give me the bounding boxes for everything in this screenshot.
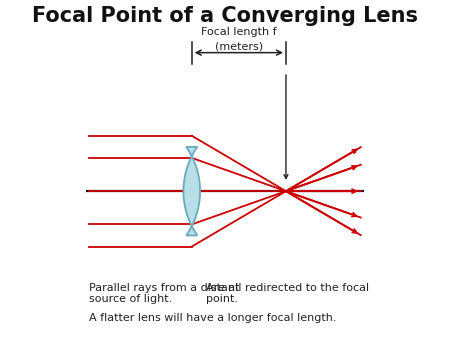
Text: Are all redirected to the focal
point.: Are all redirected to the focal point. [206,283,369,304]
Polygon shape [184,147,200,236]
Text: Parallel rays from a distant
source of light.: Parallel rays from a distant source of l… [89,283,240,304]
Text: Focal Point of a Converging Lens: Focal Point of a Converging Lens [32,5,418,26]
Text: Focal length f: Focal length f [201,27,277,38]
Text: A flatter lens will have a longer focal length.: A flatter lens will have a longer focal … [89,313,337,323]
Text: (meters): (meters) [215,41,263,51]
